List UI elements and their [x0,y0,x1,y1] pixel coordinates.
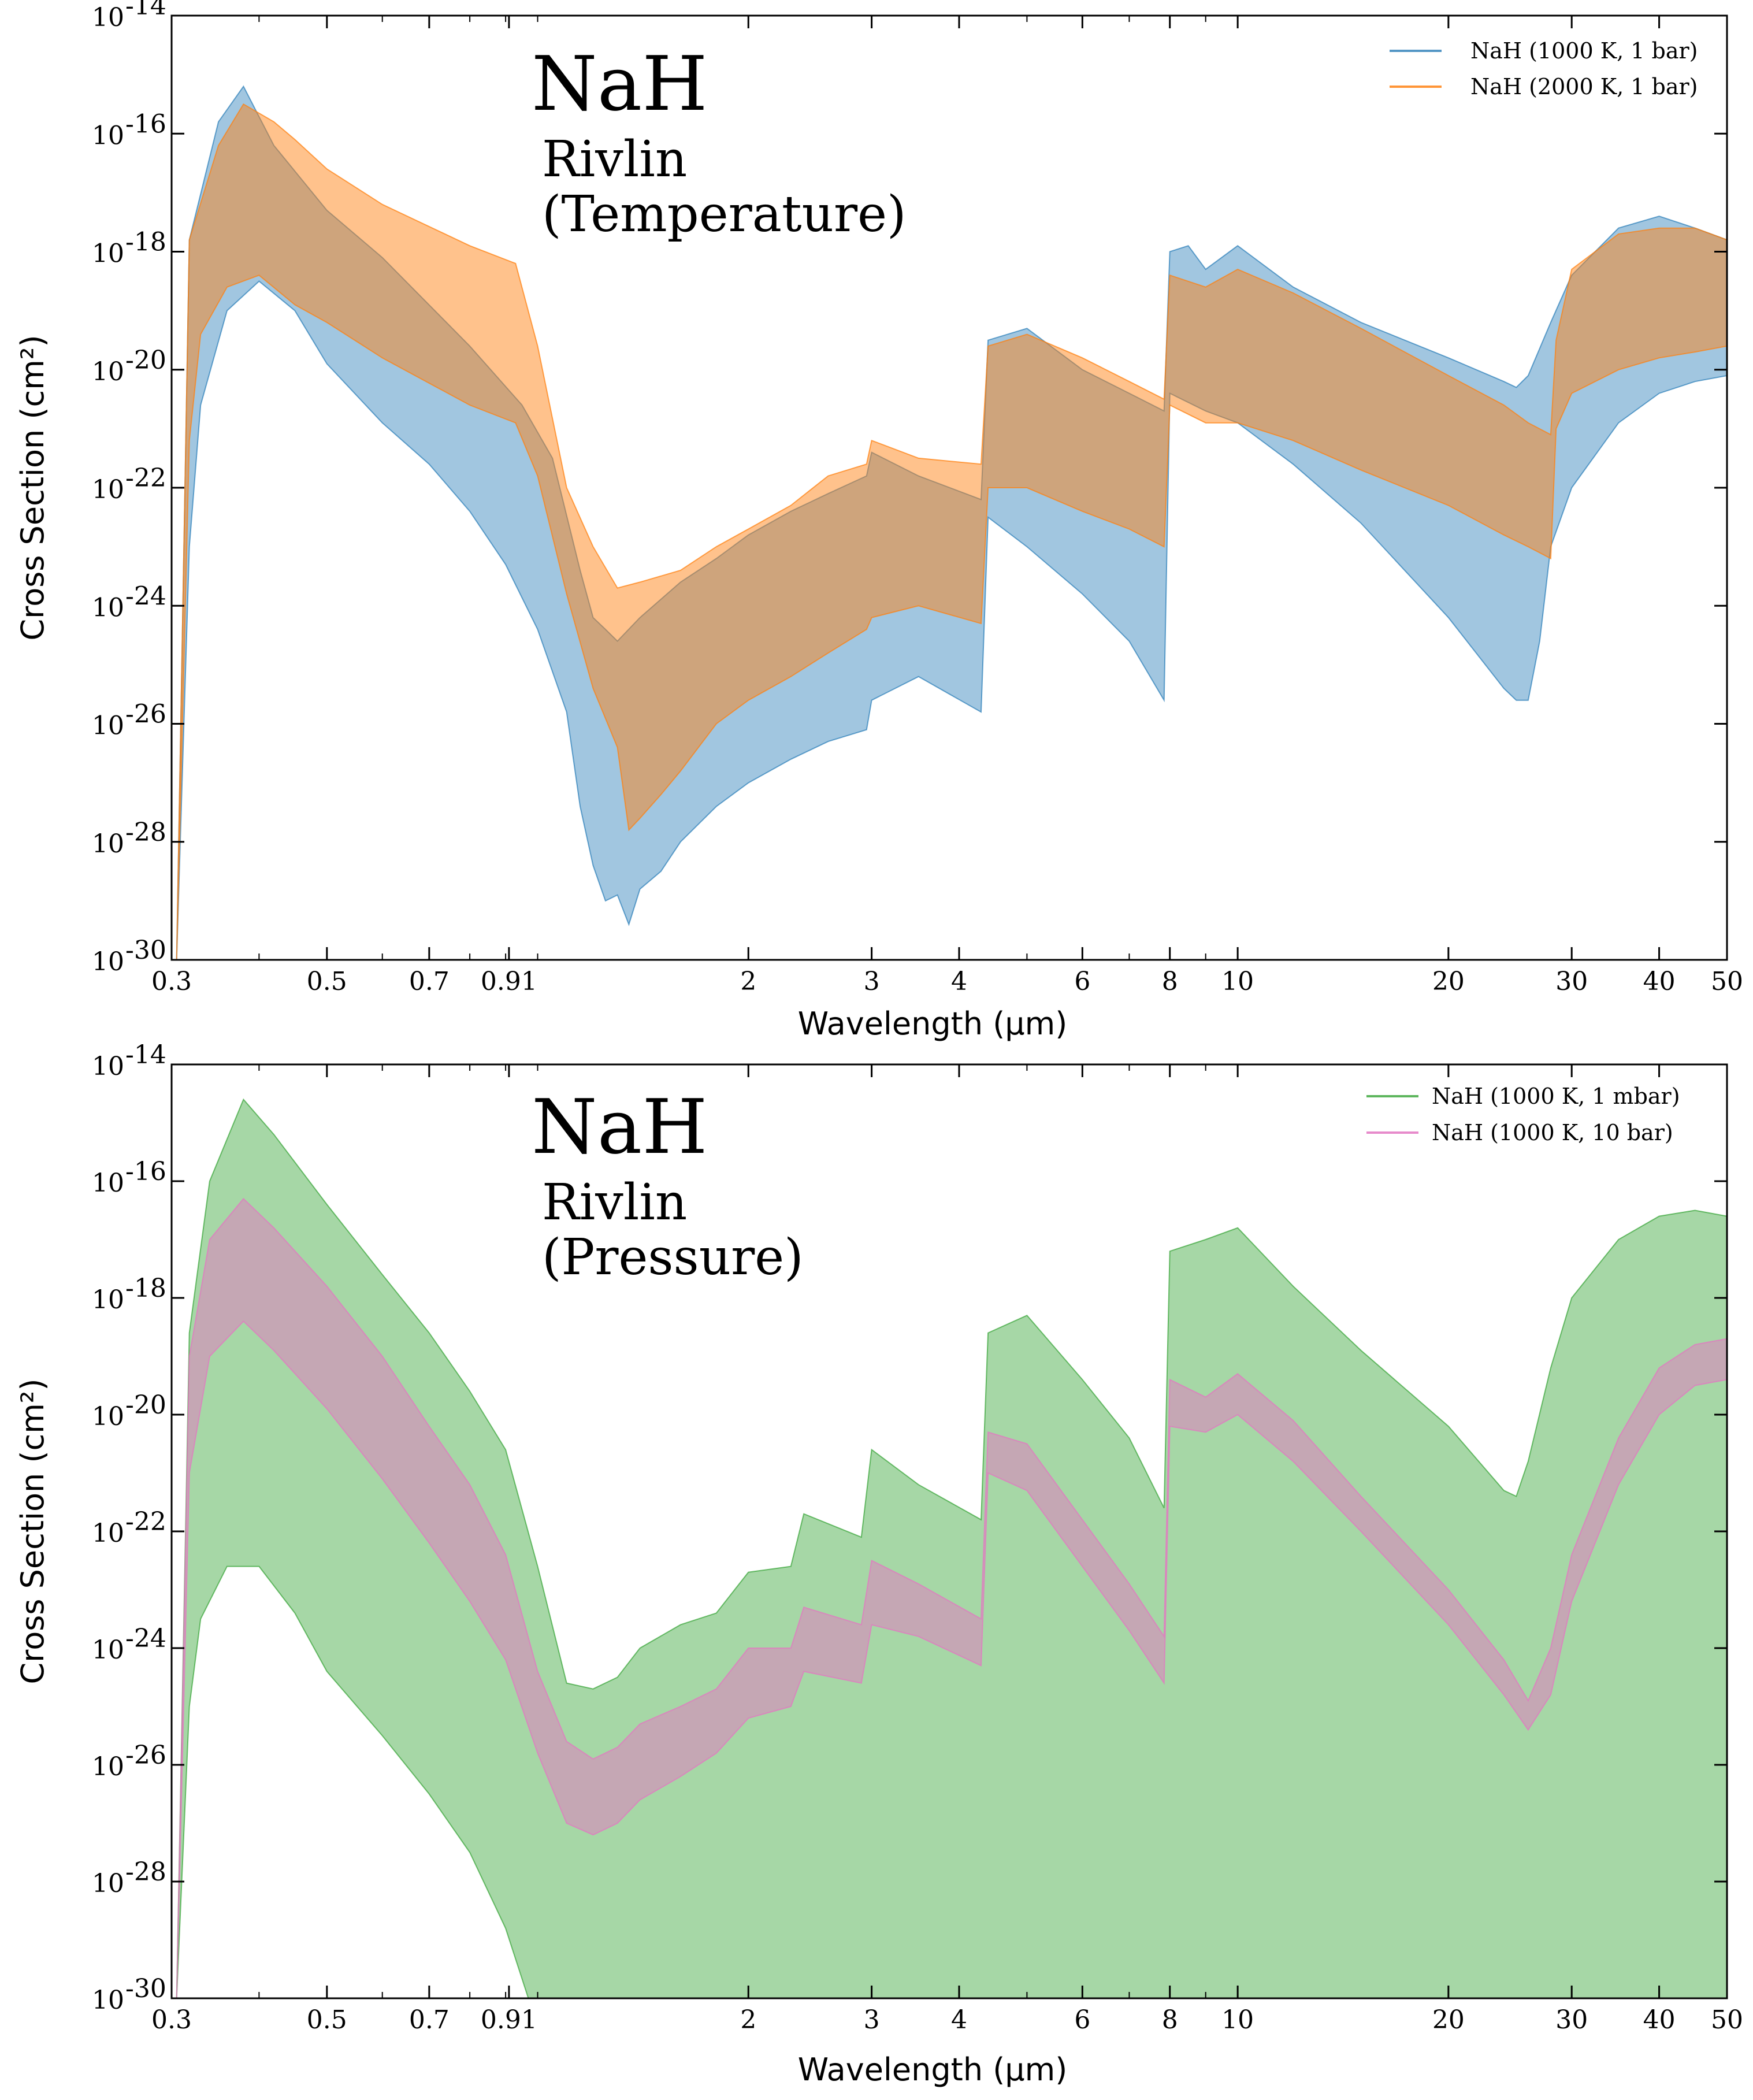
x-tick-label: 0.91 [481,2005,537,2035]
x-tick-label: 0.3 [151,2005,192,2035]
y-tick-exponent: -22 [125,1507,166,1537]
x-tick-label: 20 [1432,2005,1465,2035]
legend-temperature: NaH (1000 K, 1 bar) NaH (2000 K, 1 bar) [1390,38,1698,99]
y-tick-exponent: -16 [125,1157,166,1186]
y-axis-label-pressure: Cross Section (cm²) [14,1378,51,1684]
y-axis-label-temperature: Cross Section (cm²) [14,335,51,640]
annotation-subtitle-temperature: (Temperature) [542,185,907,243]
y-tick-exponent: -22 [125,463,166,493]
y-tick-exponent: -14 [125,0,166,21]
x-tick-label: 4 [951,967,967,996]
y-tick-exponent: -28 [125,1857,166,1887]
x-tick-label: 6 [1074,2005,1090,2035]
y-tick-label: 10 [92,1519,124,1548]
annotation-source-pressure: Rivlin [542,1174,687,1231]
x-tick-label: 40 [1643,2005,1676,2035]
annotation-subtitle-pressure: (Pressure) [542,1229,804,1286]
y-tick-exponent: -18 [125,228,166,257]
y-tick-exponent: -20 [125,1390,166,1420]
y-tick-label: 10 [92,1752,124,1782]
x-tick-label: 0.5 [307,967,347,996]
y-tick-exponent: -16 [125,109,166,139]
series-layer-pressure [176,1098,1727,1998]
y-tick-exponent: -28 [125,818,166,847]
x-tick-label: 4 [951,2005,967,2035]
legend-pressure: NaH (1000 K, 1 mbar) NaH (1000 K, 10 bar… [1366,1084,1680,1145]
x-tick-label: 6 [1074,967,1090,996]
x-tick-label: 2 [740,967,756,996]
y-tick-exponent: -26 [125,1741,166,1770]
y-tick-exponent: -26 [125,700,166,729]
ticks-temperature: 0.3 0.5 0.7 0.91 2 3 4 6 8 10 20 30 40 5010-3010-2810… [92,0,1743,996]
x-tick-label: 2 [740,2005,756,2035]
y-tick-exponent: -30 [125,936,166,965]
y-tick-label: 10 [92,593,124,622]
x-tick-label: 10 [1221,2005,1254,2035]
y-tick-exponent: -24 [125,581,166,611]
y-tick-label: 10 [92,1052,124,1081]
y-tick-label: 10 [92,711,124,741]
y-tick-exponent: -30 [125,1974,166,2003]
y-tick-exponent: -24 [125,1624,166,1653]
y-tick-label: 10 [92,1285,124,1315]
ticks-pressure: 0.3 0.5 0.7 0.91 2 3 4 6 8 10 20 30 40 5010-3010-2810… [92,1040,1743,2035]
x-tick-label: 30 [1555,967,1588,996]
y-tick-label: 10 [92,829,124,859]
x-tick-label: 40 [1643,967,1676,996]
x-tick-label: 3 [864,967,880,996]
annotation-title-pressure: NaH [532,1083,708,1171]
x-tick-label: 0.91 [481,967,537,996]
y-tick-label: 10 [92,3,124,32]
panel-temperature: 0.3 0.5 0.7 0.91 2 3 4 6 8 10 20 30 40 5010-3010-2810… [14,0,1743,1042]
y-tick-label: 10 [92,239,124,269]
x-tick-label: 8 [1162,2005,1178,2035]
legend-label-1000K-10bar: NaH (1000 K, 10 bar) [1432,1120,1673,1145]
y-tick-label: 10 [92,475,124,504]
y-tick-exponent: -18 [125,1274,166,1303]
x-tick-label: 50 [1711,2005,1743,2035]
y-tick-exponent: -14 [125,1040,166,1070]
x-tick-label: 10 [1221,967,1254,996]
series-band-pressure-1 [176,1197,1727,1998]
x-tick-label: 3 [864,2005,880,2035]
y-tick-label: 10 [92,947,124,977]
y-tick-label: 10 [92,1402,124,1431]
x-tick-label: 8 [1162,967,1178,996]
y-tick-label: 10 [92,1869,124,1898]
annotation-title-temperature: NaH [532,40,708,128]
y-tick-label: 10 [92,1986,124,2015]
y-tick-label: 10 [92,357,124,387]
x-axis-label-temperature: Wavelength (μm) [798,1006,1068,1042]
y-tick-label: 10 [92,1168,124,1198]
legend-label-1000K-1bar: NaH (1000 K, 1 bar) [1470,38,1698,64]
x-tick-label: 50 [1711,967,1743,996]
y-tick-exponent: -20 [125,346,166,375]
legend-label-1000K-1mbar: NaH (1000 K, 1 mbar) [1432,1084,1680,1109]
series-layer-temperature [176,85,1727,960]
annotation-source-temperature: Rivlin [542,131,687,188]
series-band-temperature-0 [176,85,1727,960]
legend-label-2000K-1bar: NaH (2000 K, 1 bar) [1470,74,1698,99]
x-axis-label-pressure: Wavelength (μm) [798,2051,1068,2088]
panel-pressure: 0.3 0.5 0.7 0.91 2 3 4 6 8 10 20 30 40 5010-3010-2810… [14,1040,1743,2088]
x-tick-label: 0.7 [409,967,450,996]
x-tick-label: 30 [1555,2005,1588,2035]
series-band-temperature-1 [176,103,1727,960]
x-tick-label: 0.7 [409,2005,450,2035]
x-tick-label: 0.5 [307,2005,347,2035]
x-tick-label: 20 [1432,967,1465,996]
x-tick-label: 0.3 [151,967,192,996]
y-tick-label: 10 [92,121,124,150]
y-tick-label: 10 [92,1635,124,1665]
